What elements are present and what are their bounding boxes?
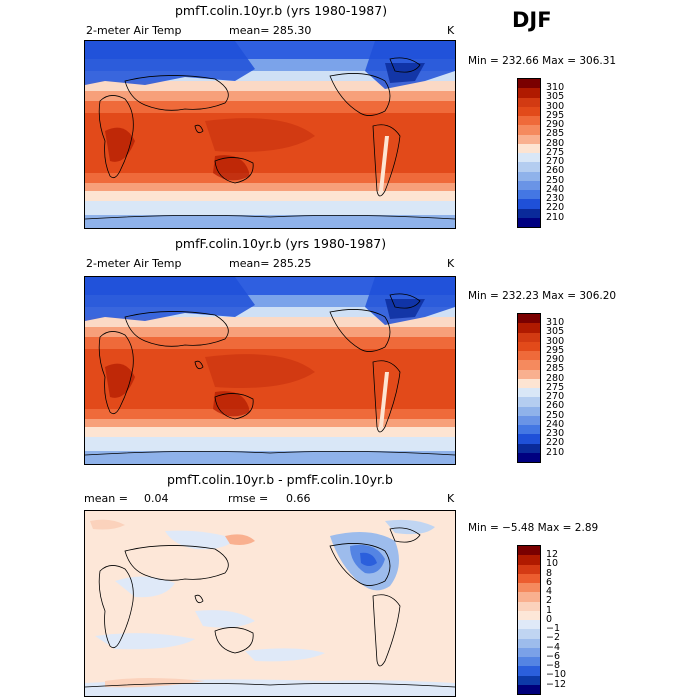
colorbar-tick: −2 [546, 632, 561, 644]
panel3-mean-label: mean = [84, 492, 128, 505]
colorbar-tick: 0 [546, 613, 553, 625]
colorbar-tick: 275 [546, 381, 565, 393]
colorbar-tick: −8 [546, 660, 561, 671]
panel2-minmax: Min = 232.23 Max = 306.20 [468, 290, 617, 302]
colorbar-tick: 280 [546, 137, 565, 149]
panel2-map [84, 276, 456, 465]
colorbar-tick: 220 [546, 437, 565, 449]
colorbar-tick: −6 [546, 650, 561, 662]
colorbar-tick: 305 [546, 91, 565, 103]
colorbar-tick: 230 [546, 428, 565, 439]
colorbar-tick: 295 [546, 344, 565, 356]
panel2-colorbar [517, 313, 541, 463]
panel3-rmse-value: 0.66 [286, 492, 311, 505]
colorbar-tick: 10 [546, 558, 559, 570]
colorbar-tick: 310 [546, 317, 565, 328]
panel1-variable: 2-meter Air Temp [86, 24, 182, 37]
colorbar-tick: 2 [546, 595, 553, 607]
colorbar-tick: 220 [546, 202, 565, 214]
panel1-mean: mean= 285.30 [229, 24, 312, 37]
colorbar-tick: 210 [546, 211, 565, 223]
colorbar-tick: 270 [546, 156, 565, 167]
colorbar-tick: 310 [546, 82, 565, 93]
panel3-rmse-label: rmse = [228, 492, 269, 505]
colorbar-tick: 4 [546, 586, 553, 597]
panel1-colorbar [517, 78, 541, 228]
panel1-title: pmfT.colin.10yr.b (yrs 1980-1987) [175, 3, 388, 18]
panel1-colorbar-ticks: 310 305 300 295 290 285 280 275 270 260 … [546, 83, 564, 222]
panel3-colorbar [517, 545, 541, 695]
colorbar-tick: 240 [546, 418, 565, 430]
colorbar-tick: 300 [546, 335, 565, 347]
panel2-variable: 2-meter Air Temp [86, 257, 182, 270]
panel3-minmax: Min = −5.48 Max = 2.89 [468, 522, 599, 534]
panel3-mean-value: 0.04 [144, 492, 169, 505]
panel3-units: K [447, 492, 455, 505]
panel1-map [84, 40, 456, 229]
colorbar-tick: 300 [546, 100, 565, 112]
colorbar-tick: 210 [546, 446, 565, 458]
colorbar-tick: 250 [546, 174, 565, 186]
colorbar-tick: 260 [546, 400, 565, 412]
colorbar-tick: 6 [546, 576, 553, 588]
panel3-title: pmfT.colin.10yr.b - pmfF.colin.10yr.b [167, 472, 393, 487]
panel1-minmax: Min = 232.66 Max = 306.31 [468, 55, 617, 67]
colorbar-tick: 285 [546, 363, 565, 375]
colorbar-tick: 1 [546, 604, 553, 616]
colorbar-tick: 12 [546, 549, 559, 560]
colorbar-tick: 290 [546, 119, 565, 130]
colorbar-tick: 230 [546, 193, 565, 204]
colorbar-tick: 280 [546, 372, 565, 384]
colorbar-tick: −12 [546, 678, 567, 690]
panel2-title: pmfF.colin.10yr.b (yrs 1980-1987) [175, 236, 387, 251]
colorbar-tick: 290 [546, 354, 565, 365]
colorbar-tick: −4 [546, 641, 561, 653]
colorbar-tick: 240 [546, 183, 565, 195]
colorbar-tick: 8 [546, 567, 553, 579]
colorbar-tick: 285 [546, 128, 565, 140]
panel2-colorbar-ticks: 310 305 300 295 290 285 280 275 270 260 … [546, 318, 564, 457]
colorbar-tick: 305 [546, 326, 565, 338]
colorbar-tick: 250 [546, 409, 565, 421]
colorbar-tick: 275 [546, 146, 565, 158]
season-label: DJF [512, 8, 552, 32]
panel3-colorbar-ticks: 12 10 8 6 4 2 1 0 −1 −2 −4 −6 −8 −10 −12 [546, 550, 566, 689]
panel2-mean: mean= 285.25 [229, 257, 312, 270]
panel1-units: K [447, 24, 455, 37]
colorbar-tick: −10 [546, 669, 567, 681]
colorbar-tick: 295 [546, 109, 565, 121]
panel2-units: K [447, 257, 455, 270]
colorbar-tick: −1 [546, 623, 561, 634]
colorbar-tick: 270 [546, 391, 565, 402]
panel3-map [84, 510, 456, 697]
colorbar-tick: 260 [546, 165, 565, 177]
